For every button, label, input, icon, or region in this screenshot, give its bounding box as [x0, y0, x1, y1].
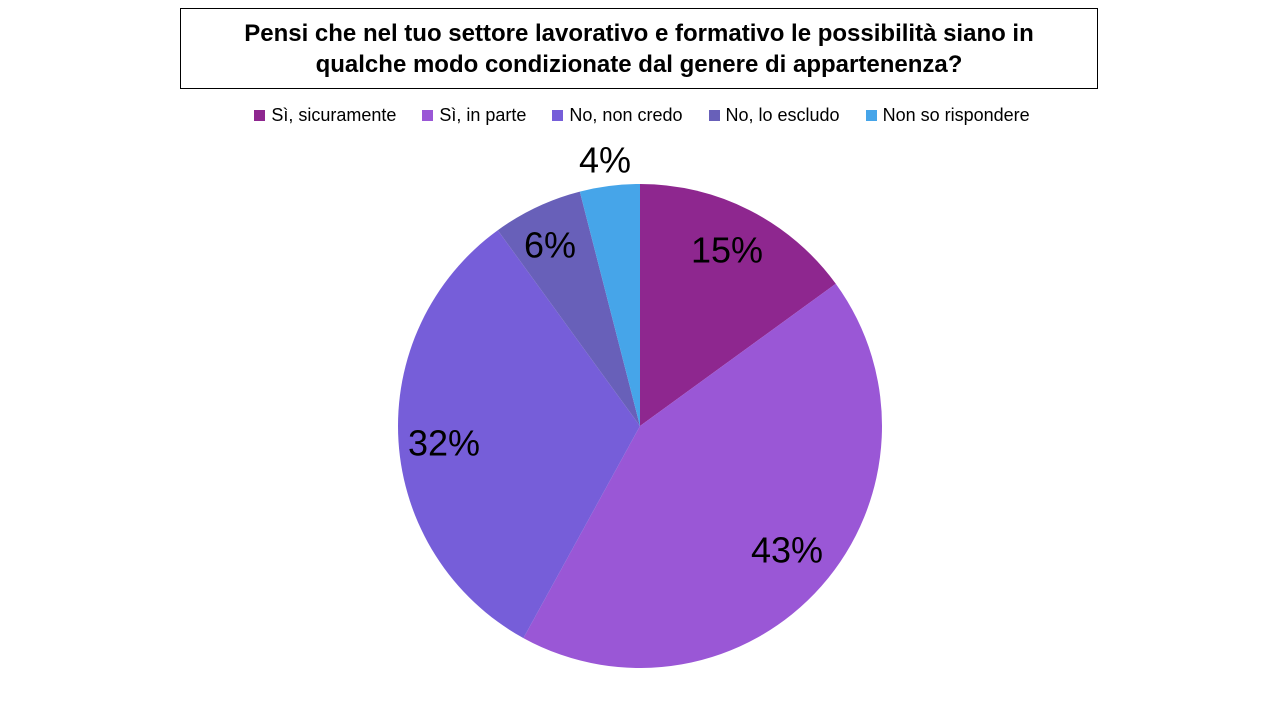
legend-swatch [708, 109, 720, 121]
legend-label: No, non credo [569, 104, 683, 125]
data-label-si-sicuramente: 15% [691, 230, 763, 271]
chart-title-line-2: qualche modo condizionate dal genere di … [315, 50, 963, 78]
legend-label: Sì, in parte [439, 104, 527, 125]
legend-swatch [422, 109, 434, 121]
chart-title-line-1: Pensi che nel tuo settore lavorativo e f… [244, 19, 1034, 47]
legend-swatch [552, 109, 564, 121]
pie-slice-si-in-parte [523, 283, 882, 669]
legend-label: No, lo escludo [725, 104, 840, 125]
legend-swatch [254, 109, 266, 121]
data-label-no-non-credo: 32% [408, 423, 480, 464]
legend-item-no-non-credo: No, non credo [552, 104, 683, 126]
chart-title-box: Pensi che nel tuo settore lavorativo e f… [180, 8, 1098, 89]
legend-label: Sì, sicuramente [271, 104, 397, 125]
pie-slice-non-so-rispondere [579, 184, 640, 426]
chart-legend: Sì, sicuramente Sì, in parte No, non cre… [0, 103, 1280, 127]
data-label-non-so-rispondere: 4% [579, 140, 631, 181]
pie-slice-no-lo-escludo [497, 191, 640, 426]
legend-item-si-sicuramente: Sì, sicuramente [254, 105, 396, 126]
pie-slice-si-sicuramente [640, 184, 836, 426]
data-label-no-lo-escludo: 6% [524, 225, 576, 266]
legend-label: Non so rispondere [882, 104, 1030, 125]
legend-item-no-lo-escludo: No, lo escludo [708, 104, 840, 126]
legend-swatch [865, 109, 877, 121]
data-label-si-in-parte: 43% [751, 530, 823, 571]
chart-title: Pensi che nel tuo settore lavorativo e f… [240, 18, 1038, 80]
legend-item-si-in-parte: Sì, in parte [422, 105, 526, 126]
pie-slice-no-non-credo [397, 230, 640, 639]
legend-item-non-so-rispondere: Non so rispondere [865, 104, 1030, 126]
